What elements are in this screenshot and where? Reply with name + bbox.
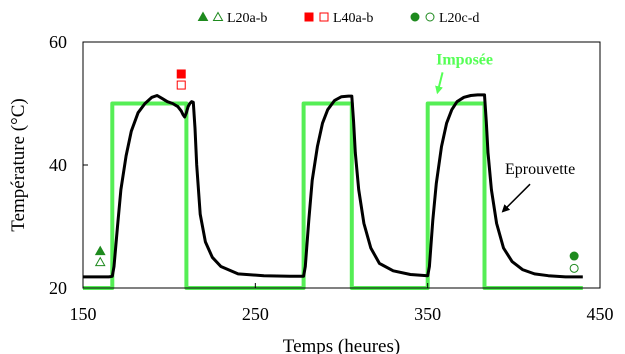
- x-tick-label: 350: [414, 304, 441, 324]
- legend-symbol-l40a-b: [319, 12, 329, 22]
- y-tick-label: 20: [49, 278, 67, 298]
- annotations: Imposée Eprouvette: [435, 51, 575, 213]
- legend-label-l40a-b: L40a-b: [333, 11, 373, 26]
- annotation-imposee: Imposée: [436, 51, 493, 68]
- marker-l20c-d-filled-circle: [569, 251, 579, 261]
- legend-symbol-l40a-b: [304, 12, 314, 22]
- marker-l20c-d-open-circle: [569, 263, 579, 273]
- annotation-eprouvette: Eprouvette: [505, 161, 575, 178]
- y-axis-title: Température (°C): [8, 98, 29, 231]
- x-tick-label: 250: [242, 304, 269, 324]
- series-eprouvette-line: [83, 93, 583, 279]
- y-tick-label: 40: [49, 155, 67, 175]
- legend-symbol-l20c-d: [410, 12, 420, 22]
- axes: 150 250 350 450 20 40 60 Temps (heures) Températ…: [8, 32, 614, 354]
- marker-l20a-b-open-triangle: [94, 256, 106, 267]
- legend-symbol-l20a-b: [212, 11, 224, 21]
- legend-symbol-l20a-b: [197, 11, 209, 21]
- y-tick-label: 60: [49, 32, 67, 52]
- annotation-eprouvette-arrow: [501, 183, 531, 213]
- legend-label-l20a-b: L20a-b: [227, 11, 267, 26]
- plot-area: [83, 69, 583, 290]
- x-axis-title: Temps (heures): [283, 336, 400, 354]
- marker-l40a-b-filled-square: [176, 69, 186, 79]
- legend: L20a-b L40a-b L20c-d: [197, 11, 479, 26]
- marker-l20a-b-filled-triangle: [94, 245, 106, 256]
- series-imposee-line: [83, 101, 583, 290]
- legend-symbol-l20c-d: [425, 12, 435, 22]
- x-tick-label: 450: [587, 304, 614, 324]
- x-tick-label: 150: [70, 304, 97, 324]
- annotation-imposee-arrow: [435, 72, 444, 95]
- legend-label-l20c-d: L20c-d: [439, 11, 479, 26]
- marker-l40a-b-open-square: [176, 80, 186, 90]
